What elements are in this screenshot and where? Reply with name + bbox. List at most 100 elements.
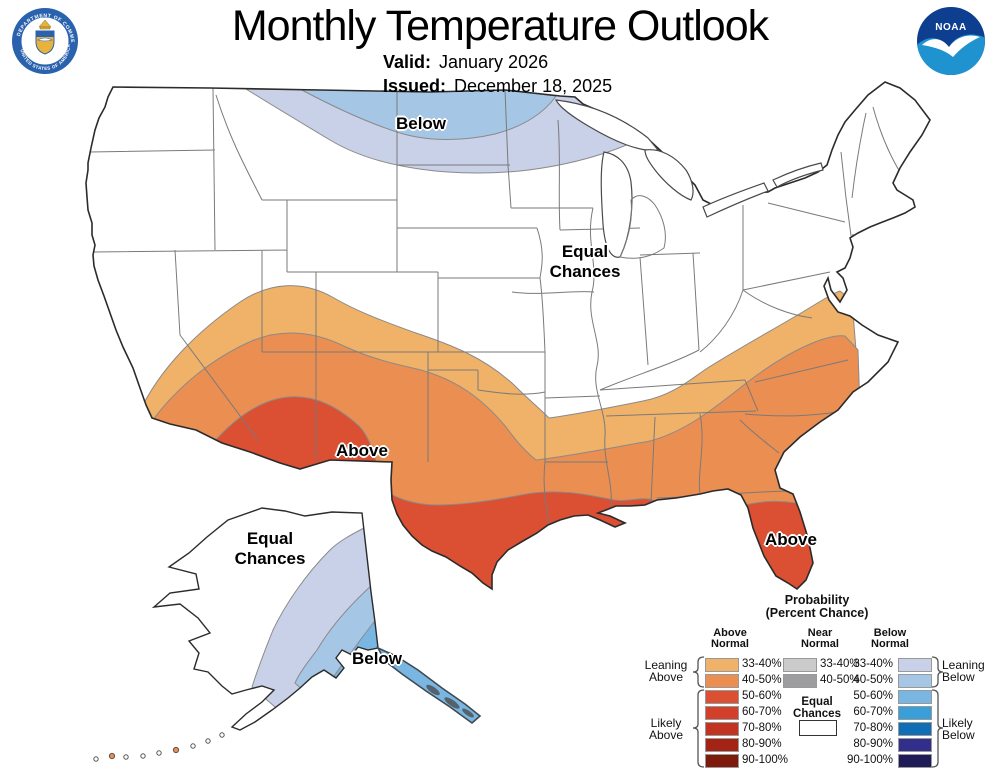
below-swatch-70-80 (898, 722, 932, 736)
valid-label: Valid: (383, 52, 432, 72)
label-conus-equal-line2: Chances (549, 262, 621, 281)
near-range-40-50: 40-50% (820, 674, 860, 686)
above-range-90-100: 90-100% (742, 754, 789, 766)
below-range-90-100: 90-100% (846, 754, 893, 766)
below-swatch-90-100 (898, 754, 932, 768)
valid-line: Valid: January 2026 (383, 50, 612, 74)
below-swatch-40-50 (898, 674, 932, 688)
below-range-70-80: 70-80% (853, 722, 893, 734)
band-above-florida (737, 500, 821, 589)
below-swatch-33-40 (898, 658, 932, 672)
leaning-below-line2: Below (942, 670, 975, 684)
near-swatch-33-40 (783, 658, 817, 672)
below-header-line1: Below (873, 627, 907, 639)
state-borders (89, 87, 906, 526)
legend-title-line1: Probability (784, 593, 850, 607)
page-title: Monthly Temperature Outlook (231, 2, 769, 50)
lake-ontario (772, 162, 824, 188)
alaska-outline (151, 507, 379, 731)
leaning-below-line1: Leaning (942, 658, 985, 672)
above-range-33-40: 33-40% (742, 658, 782, 670)
seal-shield-chief (36, 31, 54, 37)
issue-block: Valid: January 2026 Issued: December 18, 2… (383, 50, 612, 98)
likely-below-label: Likely Below (942, 717, 998, 741)
legend-braces (692, 656, 944, 768)
leaning-below-brace (931, 656, 944, 688)
probability-legend: Probability (Percent Chance) Above Norma… (640, 592, 1000, 772)
likely-above-line2: Above (648, 728, 684, 742)
label-alaska-equal-line1: Equal (246, 529, 294, 548)
below-range-33-40: 33-40% (853, 658, 893, 670)
above-range-60-70: 60-70% (742, 706, 782, 718)
above-swatch-33-40 (705, 658, 739, 672)
legend-title: Probability (Percent Chance) (717, 594, 917, 620)
above-header-line1: Above (713, 627, 747, 639)
valid-value: January 2026 (439, 52, 549, 72)
near-range-33-40: 33-40% (820, 658, 860, 670)
panhandle-islands (426, 684, 474, 718)
label-alaska-below: Below (351, 649, 403, 668)
commerce-seal-logo: DEPARTMENT OF COMMERCE UNITED STATES OF … (10, 6, 78, 74)
above-swatch-60-70 (705, 706, 739, 720)
equal-chances-line2: Chances (793, 708, 841, 720)
equal-chances-line1: Equal (801, 696, 833, 708)
label-alaska-equal-chances: Equal Chances (235, 529, 306, 569)
noaa-gull-icon (922, 35, 980, 57)
likely-above-label: Likely Above (641, 717, 691, 741)
likely-below-line2: Below (942, 728, 975, 742)
above-header-line2: Normal (711, 638, 749, 650)
below-range-40-50: 40-50% (853, 674, 893, 686)
michigan-mitten (619, 195, 666, 259)
below-swatch-50-60 (898, 690, 932, 704)
likely-below-brace (931, 689, 944, 768)
above-swatch-70-80 (705, 722, 739, 736)
issued-label: Issued: (383, 76, 447, 96)
leaning-below-label: Leaning Below (942, 659, 998, 683)
near-swatch-40-50 (783, 674, 817, 688)
below-normal-header: Below Normal (850, 628, 930, 650)
below-range-60-70: 60-70% (853, 706, 893, 718)
label-florida-above: Above (765, 530, 817, 549)
leaning-above-brace (692, 656, 705, 688)
label-north-below: Below (395, 114, 447, 133)
above-swatch-80-90 (705, 738, 739, 752)
above-swatch-40-50 (705, 674, 739, 688)
leaning-above-label: Leaning Above (641, 659, 691, 683)
great-lakes (554, 99, 824, 259)
legend-title-line2: (Percent Chance) (765, 606, 869, 620)
lake-superior (554, 99, 660, 152)
likely-below-line1: Likely (942, 716, 973, 730)
below-swatch-80-90 (898, 738, 932, 752)
equal-chances-swatch (799, 720, 837, 736)
below-swatch-60-70 (898, 706, 932, 720)
below-range-80-90: 80-90% (853, 738, 893, 750)
above-range-70-80: 70-80% (742, 722, 782, 734)
band-below-40-50 (299, 88, 557, 140)
seal-ship-icon (37, 37, 53, 42)
aleutian-islands (93, 732, 225, 762)
seal-eagle-icon (38, 19, 52, 30)
above-range-50-60: 50-60% (742, 690, 782, 702)
issued-value: December 18, 2025 (454, 76, 613, 96)
leaning-above-line2: Above (648, 670, 684, 684)
near-header-line1: Near (807, 627, 833, 639)
noaa-logo: NOAA (917, 7, 985, 75)
above-normal-header: Above Normal (690, 628, 770, 650)
above-range-40-50: 40-50% (742, 674, 782, 686)
below-range-50-60: 50-60% (853, 690, 893, 702)
leaning-above-line1: Leaning (644, 658, 688, 672)
above-swatch-50-60 (705, 690, 739, 704)
above-swatch-90-100 (705, 754, 739, 768)
label-alaska-equal-line2: Chances (234, 549, 306, 568)
likely-above-line1: Likely (650, 716, 682, 730)
label-southwest-above: Above (336, 441, 388, 460)
label-conus-equal-chances: Equal Chances (550, 242, 621, 282)
lake-huron (644, 149, 694, 201)
above-range-80-90: 80-90% (742, 738, 782, 750)
below-header-line2: Normal (871, 638, 909, 650)
near-header-line2: Normal (801, 638, 839, 650)
equal-chances-label: Equal Chances (777, 696, 857, 720)
lake-erie (702, 182, 769, 218)
